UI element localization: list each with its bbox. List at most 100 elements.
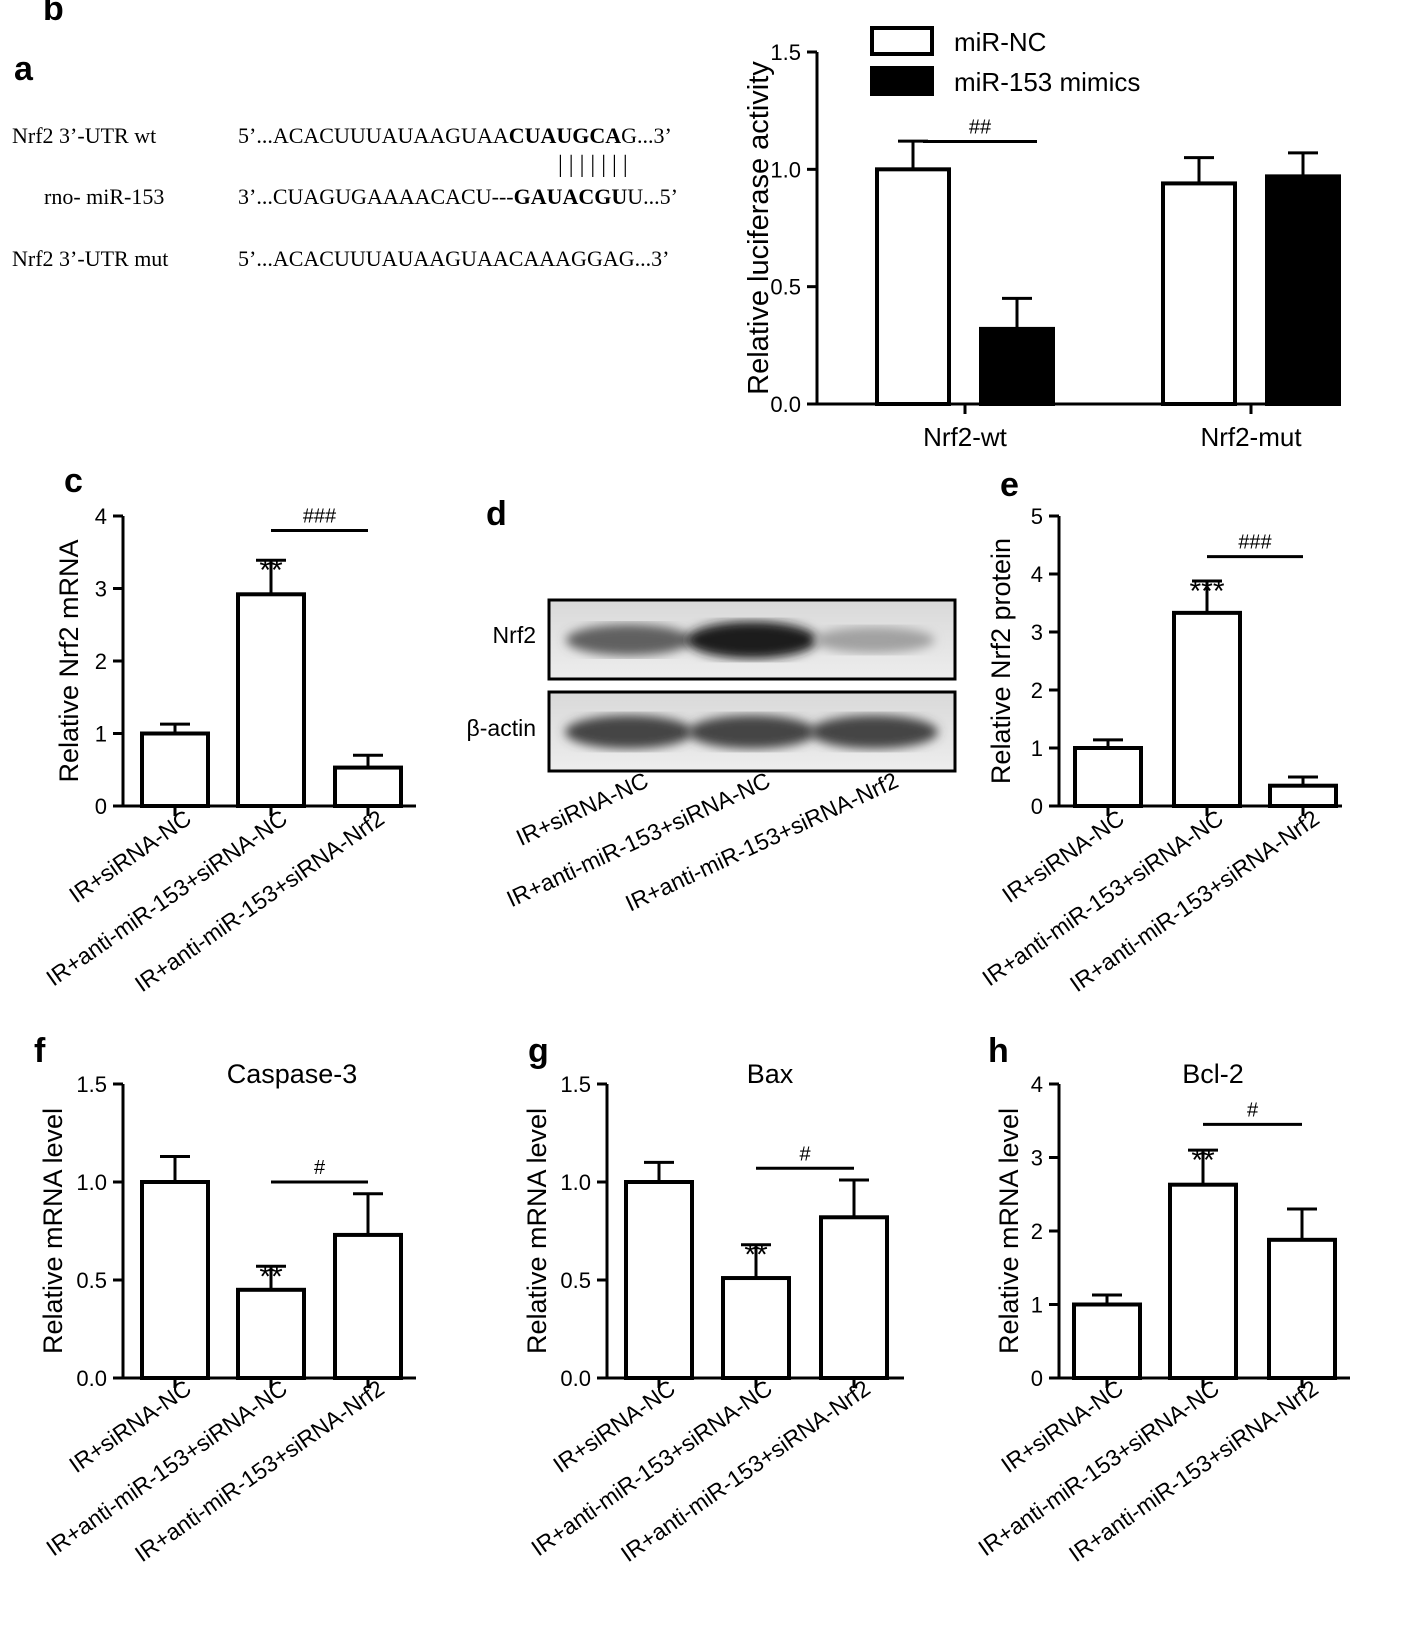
- panel-label-b: b: [43, 0, 64, 28]
- significance-mark: #: [799, 1143, 811, 1165]
- y-tick-label: 1.5: [560, 1072, 591, 1097]
- seq-segment: 5’...ACACUUUAUAAGUAA: [238, 123, 509, 148]
- band-label-nrf2: Nrf2: [493, 622, 536, 648]
- bar: [979, 326, 1055, 407]
- chart-f: f Caspase-3 0.0 0.5 1.0 1.5 Relative mRNA leve…: [34, 1032, 416, 1567]
- significance-mark: ###: [1238, 532, 1272, 554]
- significance-stars: **: [259, 554, 283, 587]
- seq-segment: 5’...ACACUUUAUAAGUAACAAAGGAG...3’: [238, 246, 669, 271]
- y-tick-label: 0.5: [560, 1268, 591, 1293]
- panel-d: d Nrf2 β-actin IR+siRNA-NCIR+anti-miR-15…: [467, 495, 957, 916]
- bar: [1172, 610, 1242, 808]
- bar: [236, 1287, 306, 1381]
- panel-a: a Nrf2 3’-UTR wt rno- miR-153 Nrf2 3’-UT…: [12, 50, 678, 271]
- seq-wt: 5’...ACACUUUAUAAGUAACUAUGCAG...3’: [238, 123, 672, 148]
- bar: [140, 1180, 210, 1380]
- y-tick-label: 4: [1031, 1072, 1043, 1097]
- y-tick-label: 0.5: [76, 1268, 107, 1293]
- panel-label-g: g: [528, 1032, 549, 1070]
- legend-label: miR-NC: [954, 27, 1046, 57]
- y-tick-label: 0: [1031, 1366, 1043, 1391]
- panel-label-h: h: [988, 1032, 1009, 1070]
- bar: [1168, 1182, 1238, 1380]
- blot-band: [686, 621, 818, 659]
- bar: [333, 1232, 403, 1381]
- y-tick-label: 2: [1031, 678, 1043, 703]
- panel-label-d: d: [486, 495, 507, 533]
- bar: [1073, 746, 1143, 808]
- bar: [1161, 181, 1237, 406]
- panel-label-f: f: [34, 1032, 46, 1070]
- blot-band: [565, 715, 693, 749]
- y-axis-label: Relative Nrf2 protein: [986, 538, 1016, 784]
- bar: [236, 592, 306, 808]
- y-tick-label: 1.0: [560, 1170, 591, 1195]
- x-tick-label: Nrf2-mut: [1200, 422, 1302, 452]
- y-tick-label: 2: [95, 649, 107, 674]
- legend-swatch: [870, 66, 934, 96]
- significance-stars: **: [259, 1260, 283, 1293]
- significance-stars: ***: [1189, 575, 1224, 608]
- bar: [1267, 1237, 1337, 1380]
- y-axis-label: Relative mRNA level: [994, 1108, 1024, 1354]
- band-label-actin: β-actin: [467, 715, 536, 741]
- chart-title: Bax: [747, 1059, 794, 1089]
- seq-segment: G...3’: [621, 123, 672, 148]
- seq-segment: U...5’: [627, 184, 678, 209]
- bar: [875, 167, 951, 406]
- bar: [1072, 1302, 1142, 1380]
- y-tick-label: 3: [1031, 1146, 1043, 1171]
- significance-stars: **: [744, 1239, 768, 1272]
- y-tick-label: 5: [1031, 504, 1043, 529]
- blot-box-actin: [547, 690, 957, 773]
- y-tick-label: 1: [95, 722, 107, 747]
- y-tick-label: 0: [1031, 794, 1043, 819]
- y-tick-label: 1.5: [76, 1072, 107, 1097]
- significance-stars: **: [1191, 1144, 1215, 1177]
- y-tick-label: 1: [1031, 736, 1043, 761]
- seq-segment: CUAUGCA: [509, 123, 622, 148]
- blot-band: [813, 627, 935, 653]
- significance-mark: #: [314, 1157, 326, 1179]
- pairing-lines: | | | | | | |: [558, 152, 628, 178]
- blot-box-nrf2: [547, 598, 957, 681]
- bar: [721, 1276, 791, 1381]
- blot-band: [688, 715, 816, 749]
- y-tick-label: 0.0: [560, 1366, 591, 1391]
- y-tick-label: 2: [1031, 1219, 1043, 1244]
- y-tick-label: 4: [1031, 562, 1043, 587]
- panel-label-e: e: [1000, 466, 1019, 504]
- y-tick-label: 0.5: [770, 275, 801, 300]
- bar: [624, 1180, 694, 1380]
- y-tick-label: 1.0: [770, 157, 801, 182]
- seq-row-name-mut: Nrf2 3’-UTR mut: [12, 246, 168, 271]
- seq-mut: 5’...ACACUUUAUAAGUAACAAAGGAG...3’: [238, 246, 669, 271]
- y-axis-label: Relative luciferase activity: [743, 61, 775, 395]
- significance-mark: #: [1247, 1099, 1259, 1121]
- y-tick-label: 3: [95, 577, 107, 602]
- panel-label-a: a: [14, 50, 34, 88]
- y-tick-label: 1.5: [770, 40, 801, 65]
- y-tick-label: 0.0: [76, 1366, 107, 1391]
- bar: [1268, 783, 1338, 809]
- y-tick-label: 4: [95, 504, 107, 529]
- blot-band: [566, 624, 692, 656]
- seq-segment: 3’...CUAGUGAAAACACU---: [238, 184, 514, 209]
- blot-band: [810, 715, 938, 749]
- legend-label: miR-153 mimics: [954, 67, 1140, 97]
- bar: [1265, 174, 1341, 406]
- chart-title: Caspase-3: [227, 1059, 358, 1089]
- seq-row-name-mirna: rno- miR-153: [44, 184, 164, 209]
- bar: [819, 1215, 889, 1381]
- y-tick-label: 1.0: [76, 1170, 107, 1195]
- legend-swatch: [870, 26, 934, 56]
- y-tick-label: 3: [1031, 620, 1043, 645]
- seq-segment: GAUACGU: [514, 184, 628, 209]
- x-tick-label: Nrf2-wt: [923, 422, 1008, 452]
